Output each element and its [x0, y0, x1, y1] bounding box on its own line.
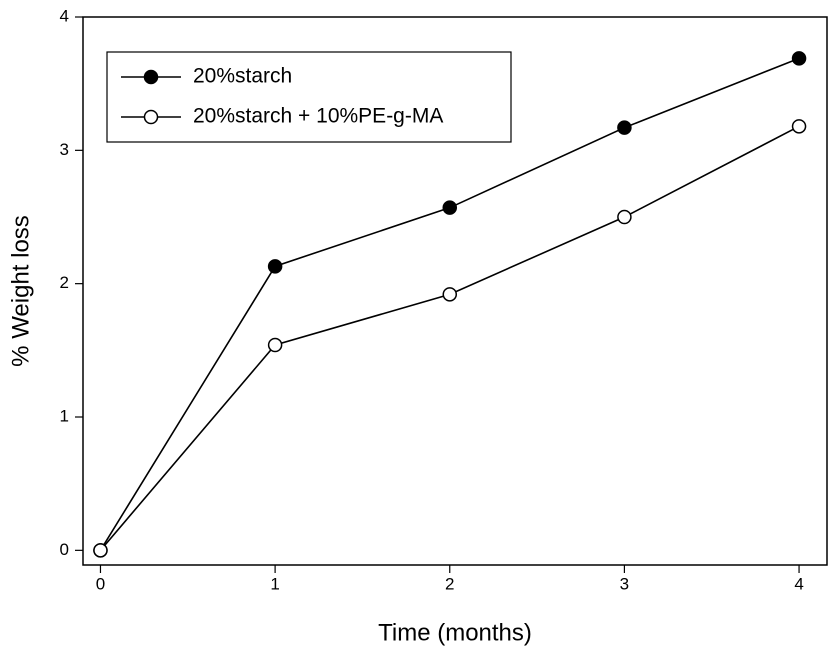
legend-label: 20%starch + 10%PE-g-MA [193, 105, 443, 128]
x-tick-label: 0 [96, 574, 105, 593]
series-line [99, 125, 800, 551]
y-tick-label: 3 [60, 140, 69, 159]
legend-box [106, 51, 512, 143]
plot-frame [82, 16, 828, 566]
y-tick-label: 4 [60, 6, 69, 25]
legend-label: 20%starch [193, 65, 292, 88]
x-tick-label: 2 [445, 574, 454, 593]
x-axis-title: Time (months) [378, 619, 532, 646]
data-point [791, 51, 807, 66]
data-point [791, 119, 807, 134]
data-point [617, 209, 632, 225]
data-point [267, 259, 283, 274]
data-point [93, 543, 108, 558]
data-point [442, 200, 458, 215]
data-point [617, 120, 632, 135]
data-point [267, 337, 283, 353]
x-tick-label: 3 [620, 574, 629, 593]
legend-marker [143, 109, 159, 125]
x-tick-label: 1 [270, 574, 279, 593]
legend-marker [143, 69, 159, 85]
x-tick-label: 4 [794, 574, 803, 593]
y-axis-title: % Weight loss [7, 215, 34, 367]
y-tick-label: 1 [60, 406, 69, 425]
y-tick-label: 0 [60, 540, 69, 559]
y-tick-label: 2 [60, 273, 69, 292]
data-point [442, 287, 458, 302]
